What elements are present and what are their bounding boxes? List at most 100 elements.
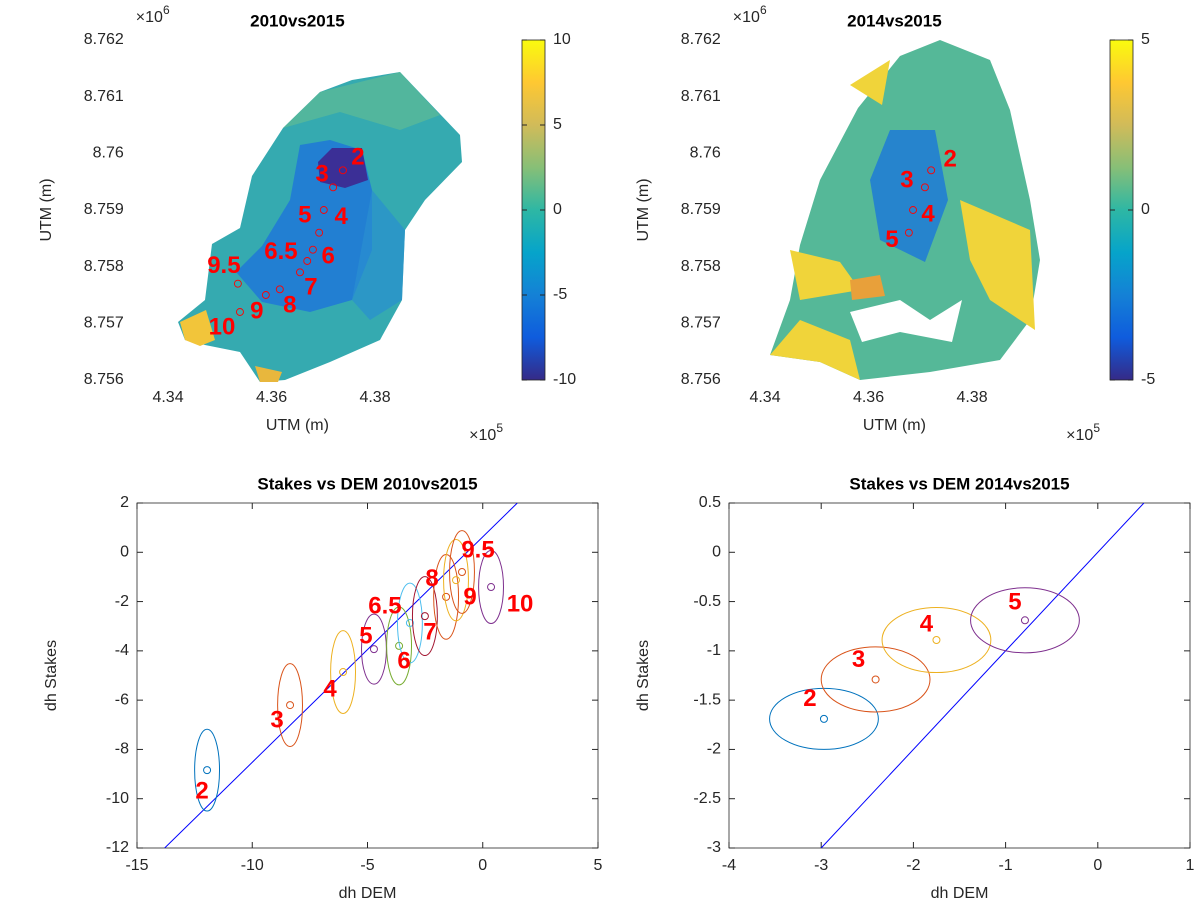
chart-title: 2010vs2015 [250,11,345,30]
map-patch [180,310,215,346]
map-patch [850,275,885,300]
y-axis-label: UTM (m) [635,178,652,241]
stake-point [303,257,312,265]
multiplier-base: ×10 [1066,427,1093,444]
x-tick-label: -5 [360,857,374,874]
stake-label: 2 [943,146,956,173]
y-axis-label: dh Stakes [635,640,652,711]
point-label: 2 [803,685,816,712]
point [819,714,828,723]
stake-label: 2 [351,144,364,171]
y-tick-label: -2.5 [693,790,721,807]
y-tick-label: 0 [712,544,721,561]
point-label: 9.5 [461,536,494,563]
error-ellipse [277,663,303,747]
x-axis-label: UTM (m) [266,417,329,434]
point-label: 8 [425,565,438,592]
point-label: 3 [852,646,865,673]
error-ellipse [449,530,475,614]
map-patch [960,200,1035,330]
y-tick-label: -2 [707,741,721,758]
x-tick-label: -10 [241,857,264,874]
multiplier-exponent: 6 [760,3,767,17]
y-tick-label: 8.758 [681,258,721,275]
chart-title: Stakes vs DEM 2014vs2015 [849,474,1069,493]
plot-content [769,503,1145,848]
point-label: 9 [463,583,476,610]
y-tick-label: -3 [707,839,721,856]
point [932,636,941,645]
plot-area [728,502,1191,849]
stake-label: 9 [250,297,263,324]
x-tick-label: 4.38 [956,389,987,406]
y-tick-label: 2 [120,494,129,511]
colorbar-tick-label: 0 [1141,201,1150,218]
y-tick-label: 8.756 [84,371,124,388]
multiplier-base: ×10 [733,9,760,26]
y-tick-label: -1 [707,642,721,659]
map-patch [352,190,405,320]
y-tick-label: 8.761 [84,88,124,105]
colorbar-tick-label: -10 [553,371,576,388]
stake-label: 9.5 [207,252,240,279]
multiplier-exponent: 5 [1093,421,1100,435]
point-label: 7 [423,618,436,645]
y-tick-label: 8.756 [681,371,721,388]
point [442,592,451,601]
point-label: 3 [270,706,283,733]
map-patch [255,366,282,382]
colorbar-tick-label: -5 [1141,371,1155,388]
one-to-one-line [820,503,1145,848]
stake-point [904,228,913,237]
point [339,668,348,677]
axis-multiplier: ×105 [1066,421,1100,444]
y-tick-label: 8.762 [681,31,721,48]
stake-point [319,206,328,214]
colorbar-tick-label: 5 [1141,31,1150,48]
x-axis-label: dh DEM [931,885,989,902]
point-label: 2 [195,777,208,804]
stake-point [909,206,917,214]
x-tick-label: 4.36 [256,389,287,406]
stake-point [236,308,244,316]
x-tick-label: -1 [998,857,1012,874]
stake-point [233,279,242,288]
plot-content [164,503,518,848]
x-tick-label: 1 [1186,857,1195,874]
y-tick-label: 8.758 [84,258,124,275]
stake-label: 6.5 [264,238,297,265]
error-ellipse [396,582,423,664]
y-tick-label: 8.759 [84,201,124,218]
stake-point [296,268,304,277]
x-axis-label: UTM (m) [863,417,926,434]
y-tick-label: -1.5 [693,691,721,708]
y-tick-label: 8.757 [681,315,721,332]
map-patch [318,148,368,188]
y-tick-label: 8.762 [84,31,124,48]
map-patch [770,320,860,380]
y-axis-label: UTM (m) [38,178,55,241]
y-axis-label: dh Stakes [43,640,60,711]
y-tick-label: -4 [115,642,129,659]
point [458,568,467,576]
colorbar-tick-label: -5 [553,286,567,303]
stake-label: 3 [315,161,328,188]
chart-title: Stakes vs DEM 2010vs2015 [257,474,477,493]
map-patch [283,72,440,130]
point-label: 6 [397,647,410,674]
stake-label: 7 [304,274,317,301]
point-label: 5 [359,622,372,649]
error-ellipse [443,538,469,622]
point-label: 5 [1008,589,1021,616]
colorbar-tick-label: 10 [553,31,571,48]
stake-point [315,228,324,237]
point [452,576,461,585]
x-tick-label: -3 [814,857,828,874]
x-axis-label: dh DEM [339,885,397,902]
stake-point [329,183,338,192]
map-patch [850,60,890,105]
y-tick-label: 8.759 [681,201,721,218]
stake-point [927,166,936,175]
y-tick-label: -8 [115,741,129,758]
